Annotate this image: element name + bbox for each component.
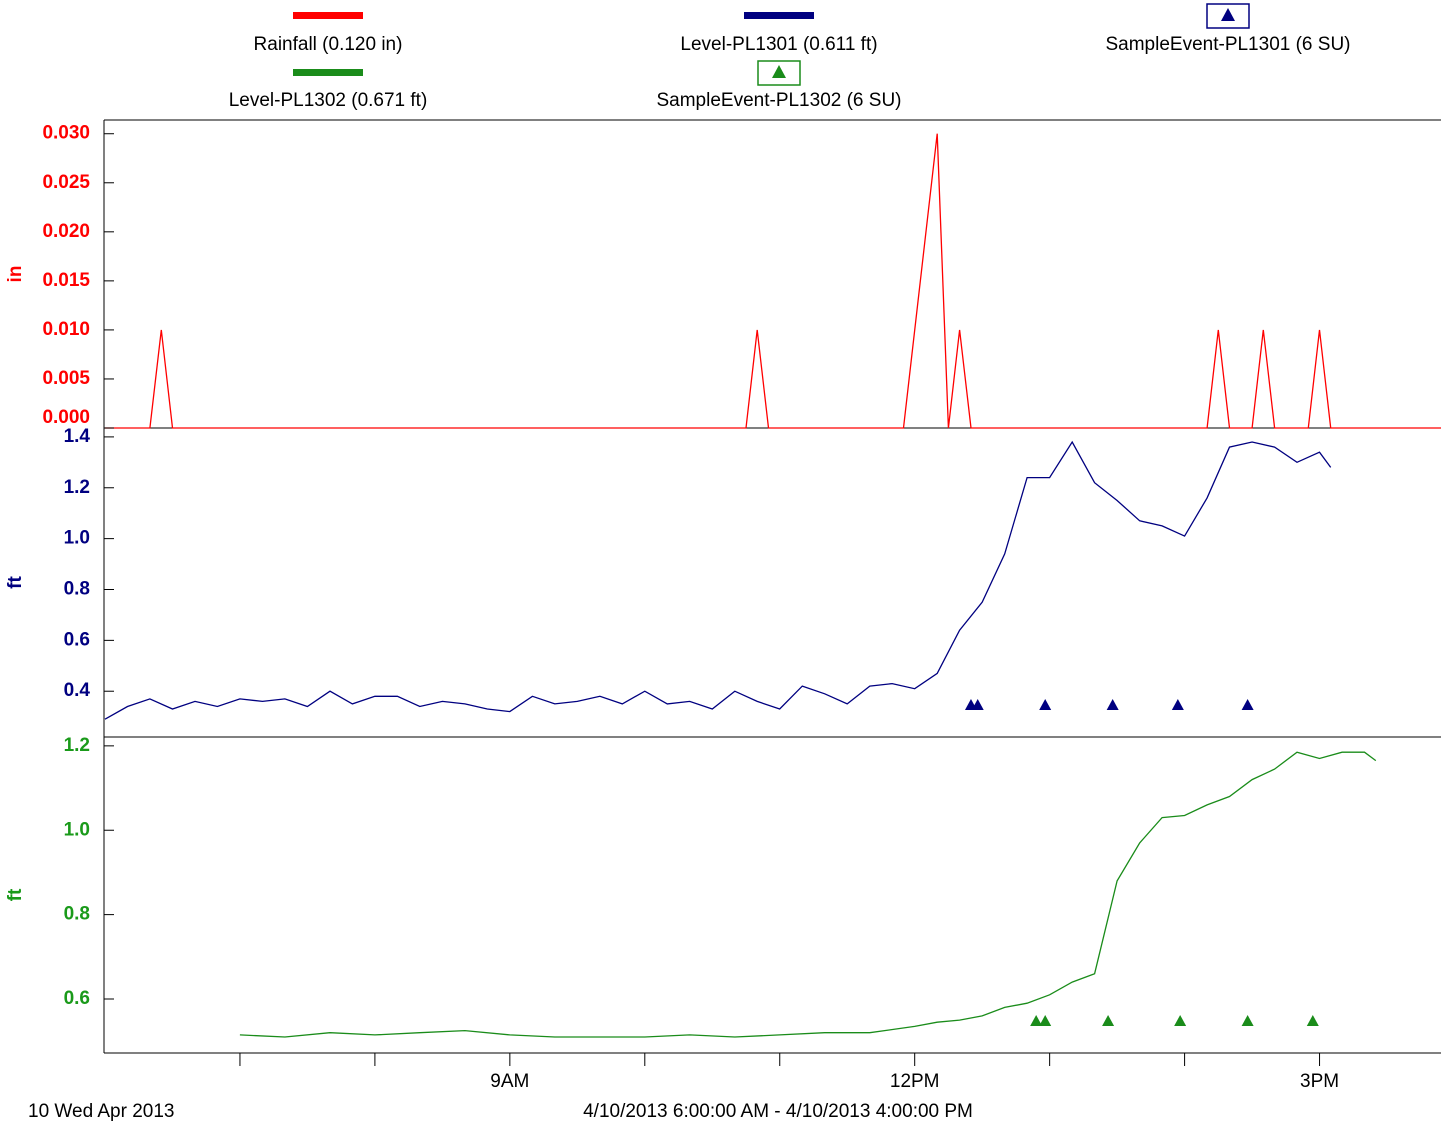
series-line	[105, 133, 1441, 429]
y-axis-title: ft	[5, 576, 26, 589]
legend-label: SampleEvent-PL1301 (6 SU)	[1105, 34, 1350, 55]
legend-label: SampleEvent-PL1302 (6 SU)	[656, 90, 901, 111]
x-tick-label: 9AM	[490, 1071, 529, 1092]
y-axis-title: ft	[5, 888, 26, 901]
x-tick-label: 3PM	[1300, 1071, 1339, 1092]
sample-event	[1039, 1015, 1052, 1026]
y-tick-label: 0.6	[64, 988, 90, 1009]
legend-swatch	[293, 12, 363, 19]
y-tick-label: 1.4	[64, 426, 91, 447]
series-line	[239, 751, 1377, 1038]
y-tick-label: 0.6	[64, 629, 90, 650]
range-label: 4/10/2013 6:00:00 AM - 4/10/2013 4:00:00…	[583, 1101, 973, 1122]
y-tick-label: 0.015	[42, 270, 90, 291]
legend-label: Level-PL1302 (0.671 ft)	[229, 90, 428, 111]
sample-event	[971, 699, 984, 710]
sample-event	[1106, 699, 1119, 710]
y-tick-label: 0.000	[42, 407, 90, 428]
legend-swatch	[744, 12, 814, 19]
y-tick-label: 0.030	[42, 123, 90, 144]
y-tick-label: 1.2	[64, 477, 90, 498]
legend-swatch	[757, 60, 801, 86]
sample-event	[1039, 699, 1052, 710]
series-line	[104, 440, 1332, 720]
legend-swatch	[772, 65, 786, 78]
y-tick-label: 0.4	[64, 680, 91, 701]
y-tick-label: 1.0	[64, 528, 90, 549]
sample-event	[1306, 1015, 1319, 1026]
legend-swatch	[1221, 8, 1235, 21]
y-tick-label: 1.2	[64, 735, 90, 756]
y-tick-label: 1.0	[64, 819, 90, 840]
y-tick-label: 0.025	[42, 172, 90, 193]
sample-event	[1241, 699, 1254, 710]
legend-swatch	[293, 69, 363, 76]
legend-label: Level-PL1301 (0.611 ft)	[680, 34, 877, 55]
y-axis-title: in	[5, 266, 26, 283]
y-tick-label: 0.020	[42, 221, 90, 242]
legend-swatch	[1206, 3, 1250, 29]
y-tick-label: 0.8	[64, 579, 90, 600]
y-tick-label: 0.8	[64, 904, 90, 925]
x-tick-label: 12PM	[890, 1071, 940, 1092]
date-label: 10 Wed Apr 2013	[28, 1101, 174, 1122]
legend-label: Rainfall (0.120 in)	[254, 34, 403, 55]
sample-event	[1030, 1015, 1043, 1026]
sample-event	[1171, 699, 1184, 710]
y-tick-label: 0.005	[42, 368, 90, 389]
y-tick-label: 0.010	[42, 319, 90, 340]
sample-event	[1241, 1015, 1254, 1026]
sample-event	[1102, 1015, 1115, 1026]
sample-event	[1174, 1015, 1187, 1026]
